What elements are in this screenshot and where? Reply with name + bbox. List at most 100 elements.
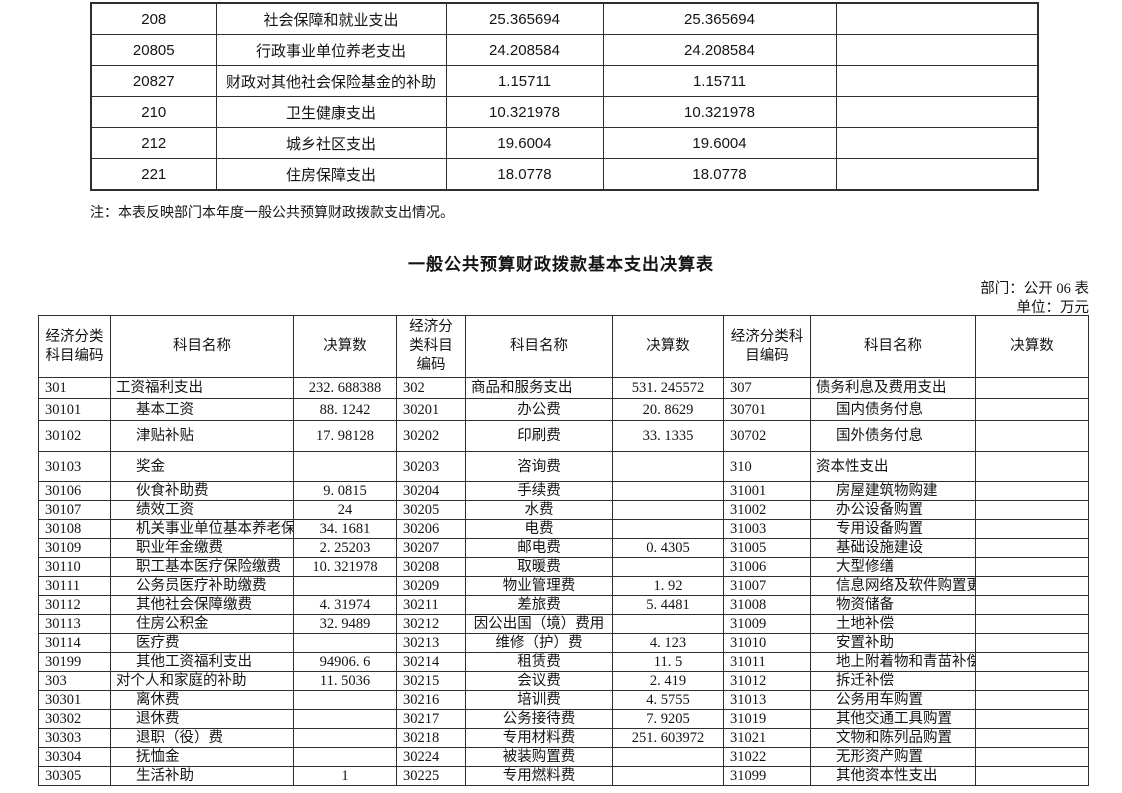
cell-subject: 差旅费 [465,595,613,615]
table-row: 30106 伙食补助费 9. 0815 30204 手续费 31001 房屋建筑… [38,481,1089,501]
cell-subject: 商品和服务支出 [465,377,613,399]
cell-code: 31012 [723,671,811,691]
cell-amount: 88. 1242 [293,398,397,421]
cell-code: 31003 [723,519,811,539]
cell-code: 30202 [396,420,466,452]
cell-code: 30701 [723,398,811,421]
cell-amount [612,451,724,482]
cell-subject: 其他资本性支出 [810,766,976,786]
cell-subject: 印刷费 [465,420,613,452]
cell-amount [612,519,724,539]
column-header: 经济分 类科目 编码 [396,315,466,378]
cell-amount [975,633,1089,653]
cell-code: 30204 [396,481,466,501]
cell-code: 30101 [38,398,111,421]
cell-subject: 专用材料费 [465,728,613,748]
cell-code: 31007 [723,576,811,596]
table-row: 30114 医疗费 30213 维修（护）费 4. 123 31010 安置补助 [38,633,1089,653]
cell-amount: 9. 0815 [293,481,397,501]
cell-code: 30114 [38,633,111,653]
cell-amount [975,481,1089,501]
cell-code: 301 [38,377,111,399]
cell-subject: 手续费 [465,481,613,501]
cell-amount: 19.6004 [445,127,604,159]
cell-amount: 10. 321978 [293,557,397,577]
table-row: 20805 行政事业单位养老支出 24.208584 24.208584 [90,34,1039,66]
cell-subject: 机关事业单位基本养老保 [110,519,294,539]
cell-subject: 国外债务付息 [810,420,976,452]
cell-subject: 绩效工资 [110,500,294,520]
cell-amount [975,398,1089,421]
table-row: 30112 其他社会保障缴费 4. 31974 30211 差旅费 5. 448… [38,595,1089,615]
cell-amount: 18.0778 [602,158,837,191]
cell-amount [612,614,724,634]
cell-subject: 基本工资 [110,398,294,421]
cell-amount: 1. 92 [612,576,724,596]
cell-amount [975,747,1089,767]
cell-amount: 1.15711 [602,65,837,97]
cell-subject: 邮电费 [465,538,613,558]
table-row: 208 社会保障和就业支出 25.365694 25.365694 [90,2,1039,35]
cell-amount: 24.208584 [602,34,837,66]
cell-amount [975,766,1089,786]
cell-code: 212 [90,127,217,159]
cell-subject: 咨询费 [465,451,613,482]
cell-amount [612,481,724,501]
cell-subject: 专用设备购置 [810,519,976,539]
cell-code: 30225 [396,766,466,786]
cell-code: 30213 [396,633,466,653]
cell-amount: 33. 1335 [612,420,724,452]
cell-amount [293,576,397,596]
cell-subject: 会议费 [465,671,613,691]
cell-code: 30107 [38,500,111,520]
cell-code: 31002 [723,500,811,520]
cell-subject: 退职（役）费 [110,728,294,748]
cell-amount: 94906. 6 [293,652,397,672]
table-row: 30199 其他工资福利支出 94906. 6 30214 租赁费 11. 5 … [38,652,1089,672]
cell-subject: 行政事业单位养老支出 [215,34,447,66]
cell-amount: 0. 4305 [612,538,724,558]
table-row: 30113 住房公积金 32. 9489 30212 因公出国（境）费用 310… [38,614,1089,634]
cell-amount: 25.365694 [445,2,604,35]
table-row: 30111 公务员医疗补助缴费 30209 物业管理费 1. 92 31007 … [38,576,1089,596]
cell-code: 30203 [396,451,466,482]
cell-subject: 因公出国（境）费用 [465,614,613,634]
cell-code: 31099 [723,766,811,786]
table-row: 30110 职工基本医疗保险缴费 10. 321978 30208 取暖费 31… [38,557,1089,577]
cell-amount [975,671,1089,691]
table-row: 30109 职业年金缴费 2. 25203 30207 邮电费 0. 4305 … [38,538,1089,558]
cell-subject: 住房保障支出 [215,158,447,191]
cell-amount: 531. 245572 [612,377,724,399]
column-header: 决算数 [612,315,724,378]
table-row: 30303 退职（役）费 30218 专用材料费 251. 603972 310… [38,728,1089,748]
column-header: 科目名称 [110,315,294,378]
cell-code: 30109 [38,538,111,558]
cell-amount [975,690,1089,710]
cell-code: 30209 [396,576,466,596]
cell-subject: 债务利息及费用支出 [810,377,976,399]
cell-amount [975,557,1089,577]
cell-amount: 11. 5036 [293,671,397,691]
cell-amount [293,709,397,729]
cell-code: 208 [90,2,217,35]
cell-amount: 1 [293,766,397,786]
cell-amount [975,728,1089,748]
cell-amount [975,519,1089,539]
cell-code: 30113 [38,614,111,634]
cell-subject: 离休费 [110,690,294,710]
cell-code: 31009 [723,614,811,634]
cell-code: 30110 [38,557,111,577]
cell-amount: 10.321978 [602,96,837,128]
cell-empty [835,96,1039,128]
cell-amount [975,377,1089,399]
cell-code: 221 [90,158,217,191]
cell-code: 30218 [396,728,466,748]
cell-code: 30106 [38,481,111,501]
basic-expenditure-table: 经济分类 科目编码 科目名称 决算数 经济分 类科目 编码 科目名称 决算数 经… [38,315,1089,786]
cell-code: 20827 [90,65,217,97]
cell-subject: 基础设施建设 [810,538,976,558]
table-row: 30302 退休费 30217 公务接待费 7. 9205 31019 其他交通… [38,709,1089,729]
cell-subject: 电费 [465,519,613,539]
cell-code: 31001 [723,481,811,501]
cell-subject: 维修（护）费 [465,633,613,653]
